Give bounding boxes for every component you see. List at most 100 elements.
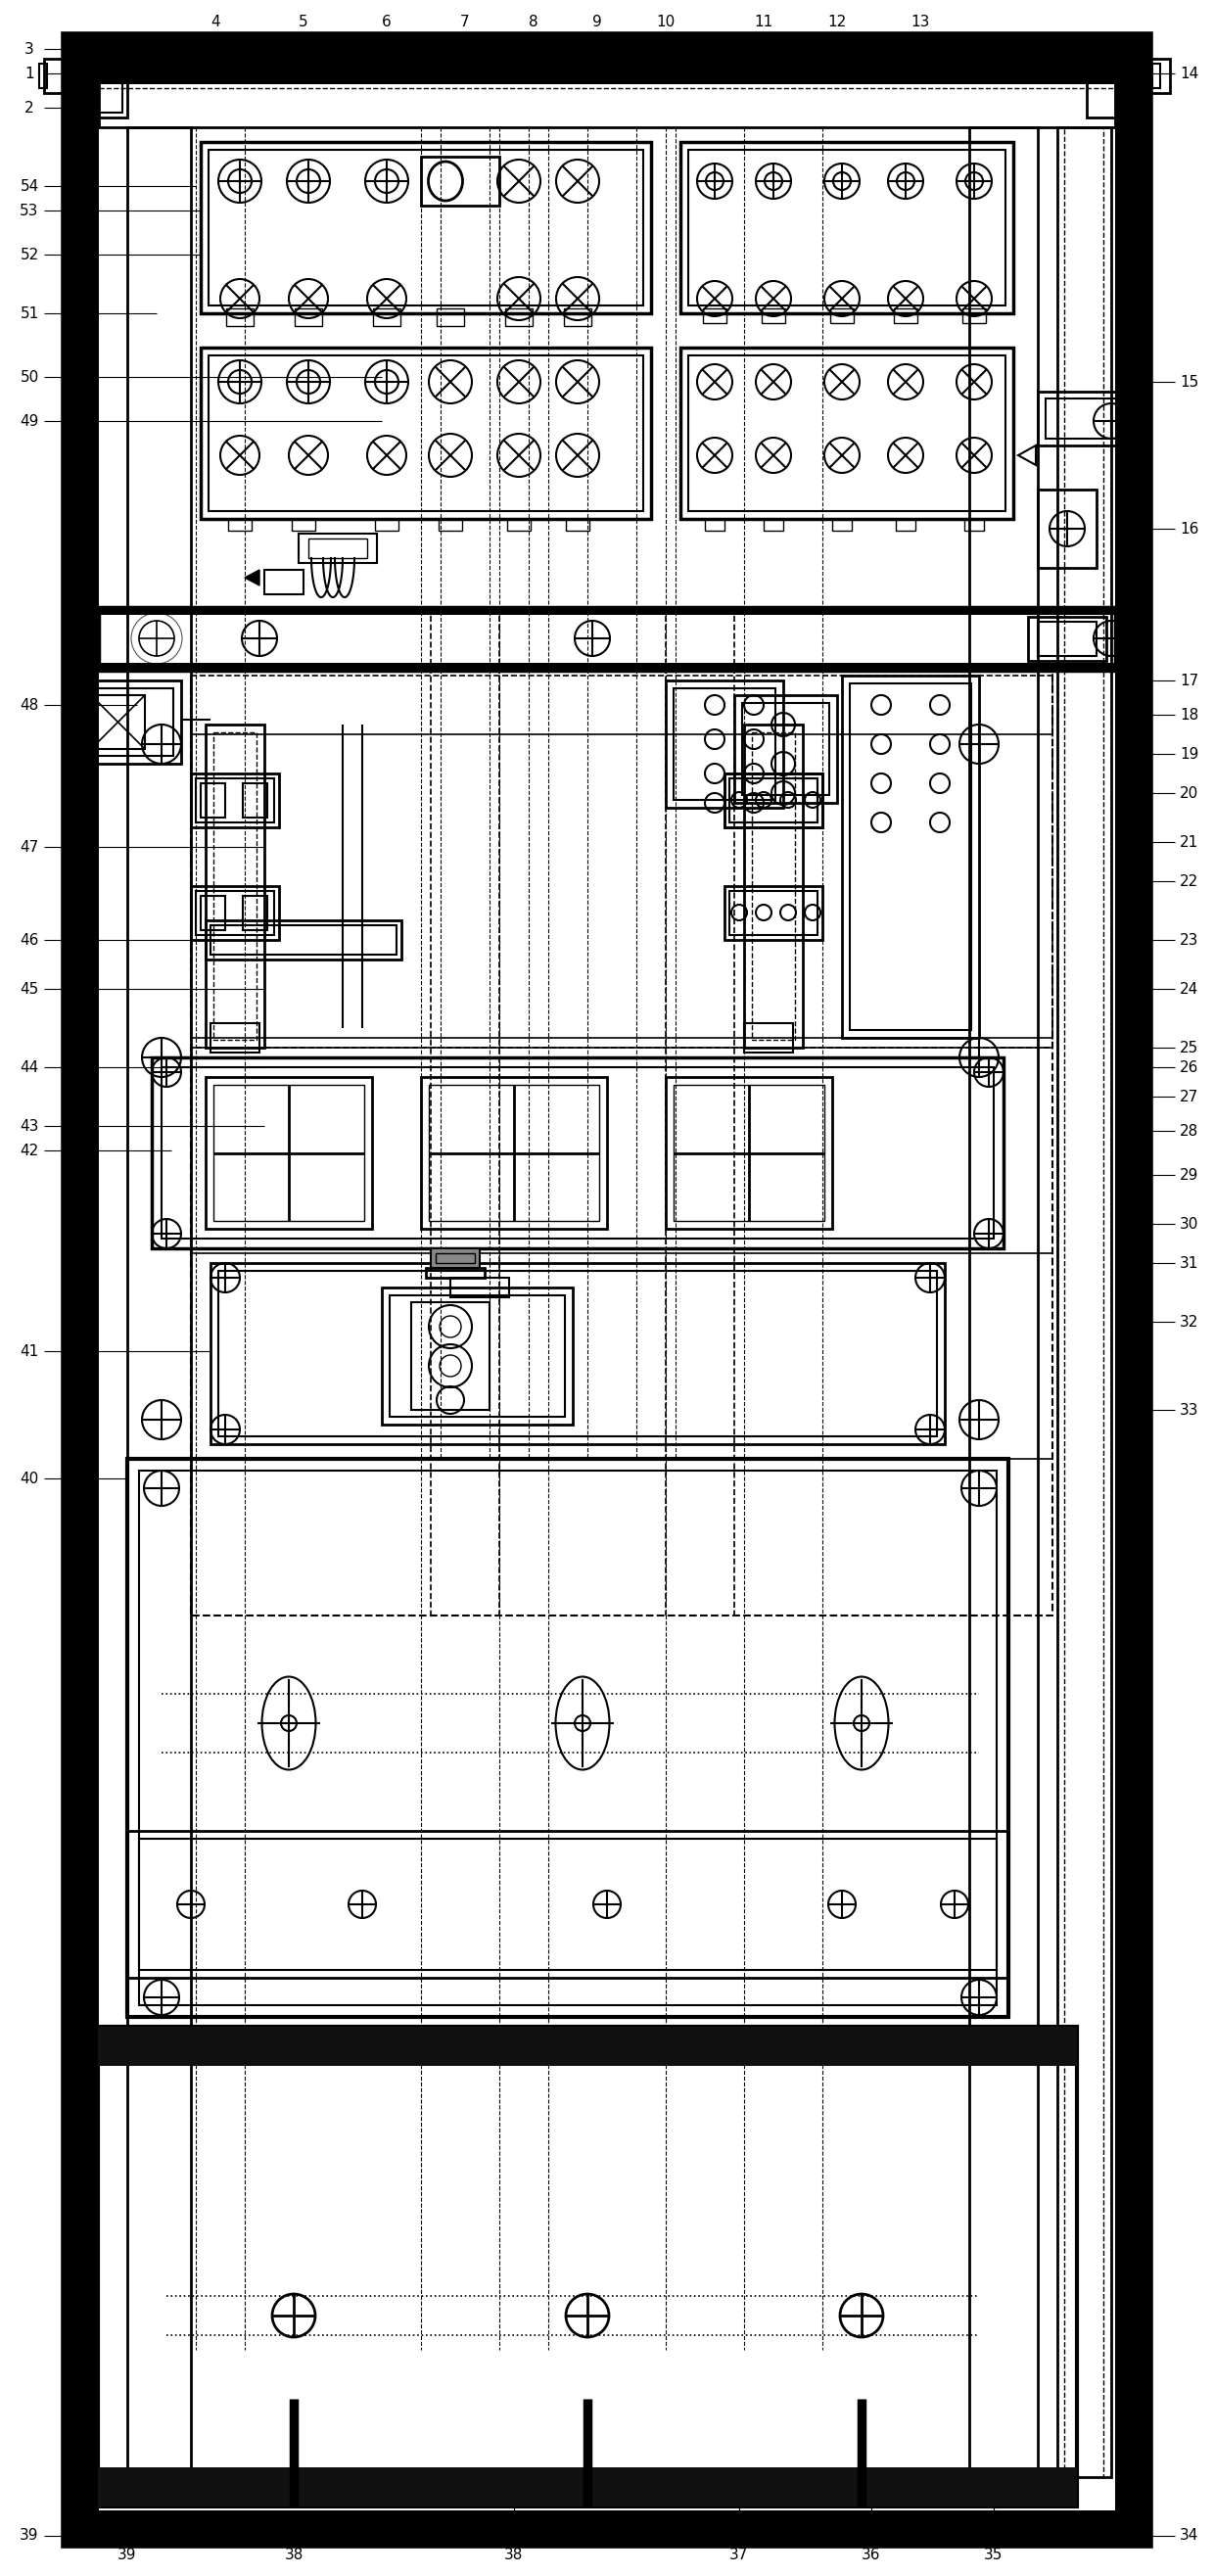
Bar (830, 309, 853, 322)
Text: 20: 20 (1180, 786, 1199, 801)
Text: 39: 39 (19, 2530, 39, 2543)
Text: 32: 32 (1180, 1314, 1199, 1329)
Bar (265, 569, 304, 595)
Bar (63, 33, 1151, 70)
Text: 12: 12 (828, 15, 846, 28)
Text: 10: 10 (657, 15, 675, 28)
Text: 43: 43 (19, 1118, 39, 1133)
Text: 48: 48 (19, 698, 39, 714)
Text: 9: 9 (592, 15, 602, 28)
Text: 21: 21 (1180, 835, 1199, 850)
Text: 30: 30 (1180, 1216, 1199, 1231)
Bar (688, 355, 1005, 510)
Bar (68, 44, 123, 113)
Bar (1028, 616, 1106, 662)
Text: 13: 13 (910, 15, 930, 28)
Text: 4: 4 (211, 15, 220, 28)
Text: 17: 17 (1180, 672, 1199, 688)
Bar (209, 149, 643, 307)
Text: 38: 38 (505, 2548, 523, 2563)
Text: 34: 34 (1180, 2530, 1199, 2543)
Bar (98, 662, 1116, 670)
Bar (431, 1249, 480, 1267)
Bar (127, 1458, 1009, 2017)
Text: 37: 37 (730, 2548, 749, 2563)
Bar (210, 925, 397, 956)
Text: 47: 47 (19, 840, 39, 855)
Bar (421, 1077, 607, 1229)
Bar (299, 533, 376, 564)
Bar (703, 309, 726, 322)
Bar (450, 1278, 509, 1298)
Bar (426, 1267, 484, 1278)
Bar (140, 1839, 997, 1971)
Text: 22: 22 (1180, 873, 1199, 889)
Bar (764, 518, 783, 531)
Text: 41: 41 (19, 1345, 39, 1358)
Bar (1038, 621, 1096, 657)
Bar (191, 773, 279, 827)
Bar (742, 703, 829, 796)
Bar (431, 1249, 480, 1267)
Text: 6: 6 (382, 15, 391, 28)
Bar (566, 518, 589, 531)
Bar (243, 896, 267, 930)
Text: 25: 25 (1180, 1041, 1199, 1056)
Bar (161, 1066, 994, 1239)
Text: 52: 52 (19, 247, 39, 263)
Text: 46: 46 (19, 933, 39, 948)
Bar (191, 675, 1053, 1048)
Bar (507, 518, 531, 531)
Bar (1087, 39, 1151, 118)
Text: 42: 42 (19, 1144, 39, 1157)
Bar (63, 33, 1151, 2545)
Text: 26: 26 (1180, 1059, 1199, 1074)
Bar (44, 59, 63, 93)
Bar (205, 920, 402, 958)
Bar (505, 309, 533, 327)
Bar (214, 1084, 364, 1221)
Bar (63, 33, 98, 2545)
Bar (98, 2027, 1077, 2066)
Bar (761, 309, 785, 322)
Bar (373, 309, 401, 327)
Bar (98, 608, 1116, 616)
Bar (98, 70, 1116, 126)
Bar (98, 70, 1116, 85)
Text: 23: 23 (1180, 933, 1199, 948)
Bar (969, 126, 1038, 2478)
Bar (291, 518, 316, 531)
Bar (127, 126, 191, 2478)
Bar (127, 1832, 1009, 1978)
Bar (725, 773, 822, 827)
Text: 2: 2 (24, 100, 34, 116)
Bar (295, 309, 322, 327)
Bar (152, 1056, 1004, 1249)
Bar (665, 680, 783, 809)
Bar (191, 886, 279, 940)
Text: 45: 45 (19, 981, 39, 997)
Bar (308, 538, 367, 559)
Bar (963, 309, 986, 322)
Text: 18: 18 (1180, 708, 1199, 721)
Bar (896, 518, 915, 531)
Bar (1057, 126, 1111, 2478)
Bar (843, 675, 978, 1038)
Bar (200, 142, 651, 314)
Bar (209, 355, 643, 510)
Bar (195, 891, 274, 935)
Bar (63, 39, 127, 118)
Bar (680, 348, 1014, 518)
Bar (964, 518, 983, 531)
Bar (228, 518, 251, 531)
Bar (850, 683, 971, 1030)
Bar (730, 778, 817, 822)
Bar (894, 309, 918, 322)
Text: 54: 54 (19, 178, 39, 193)
Text: 38: 38 (284, 2548, 304, 2563)
Bar (436, 1255, 475, 1262)
Bar (1038, 392, 1125, 446)
Text: 39: 39 (118, 2548, 137, 2563)
Text: 16: 16 (1180, 520, 1199, 536)
Bar (98, 2468, 1077, 2506)
